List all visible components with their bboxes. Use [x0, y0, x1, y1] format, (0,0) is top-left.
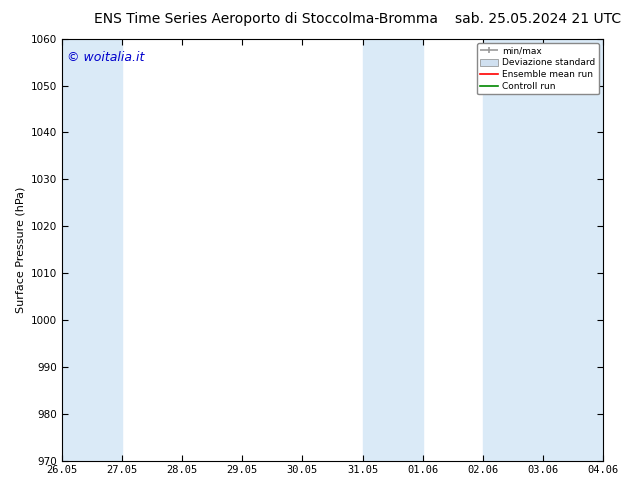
Bar [543, 39, 604, 461]
Legend: min/max, Deviazione standard, Ensemble mean run, Controll run: min/max, Deviazione standard, Ensemble m… [477, 43, 599, 95]
Text: © woitalia.it: © woitalia.it [67, 51, 145, 64]
Text: ENS Time Series Aeroporto di Stoccolma-Bromma: ENS Time Series Aeroporto di Stoccolma-B… [94, 12, 438, 26]
Bar [363, 39, 423, 461]
Y-axis label: Surface Pressure (hPa): Surface Pressure (hPa) [15, 187, 25, 313]
Text: sab. 25.05.2024 21 UTC: sab. 25.05.2024 21 UTC [455, 12, 621, 26]
Bar [61, 39, 122, 461]
Bar [483, 39, 543, 461]
